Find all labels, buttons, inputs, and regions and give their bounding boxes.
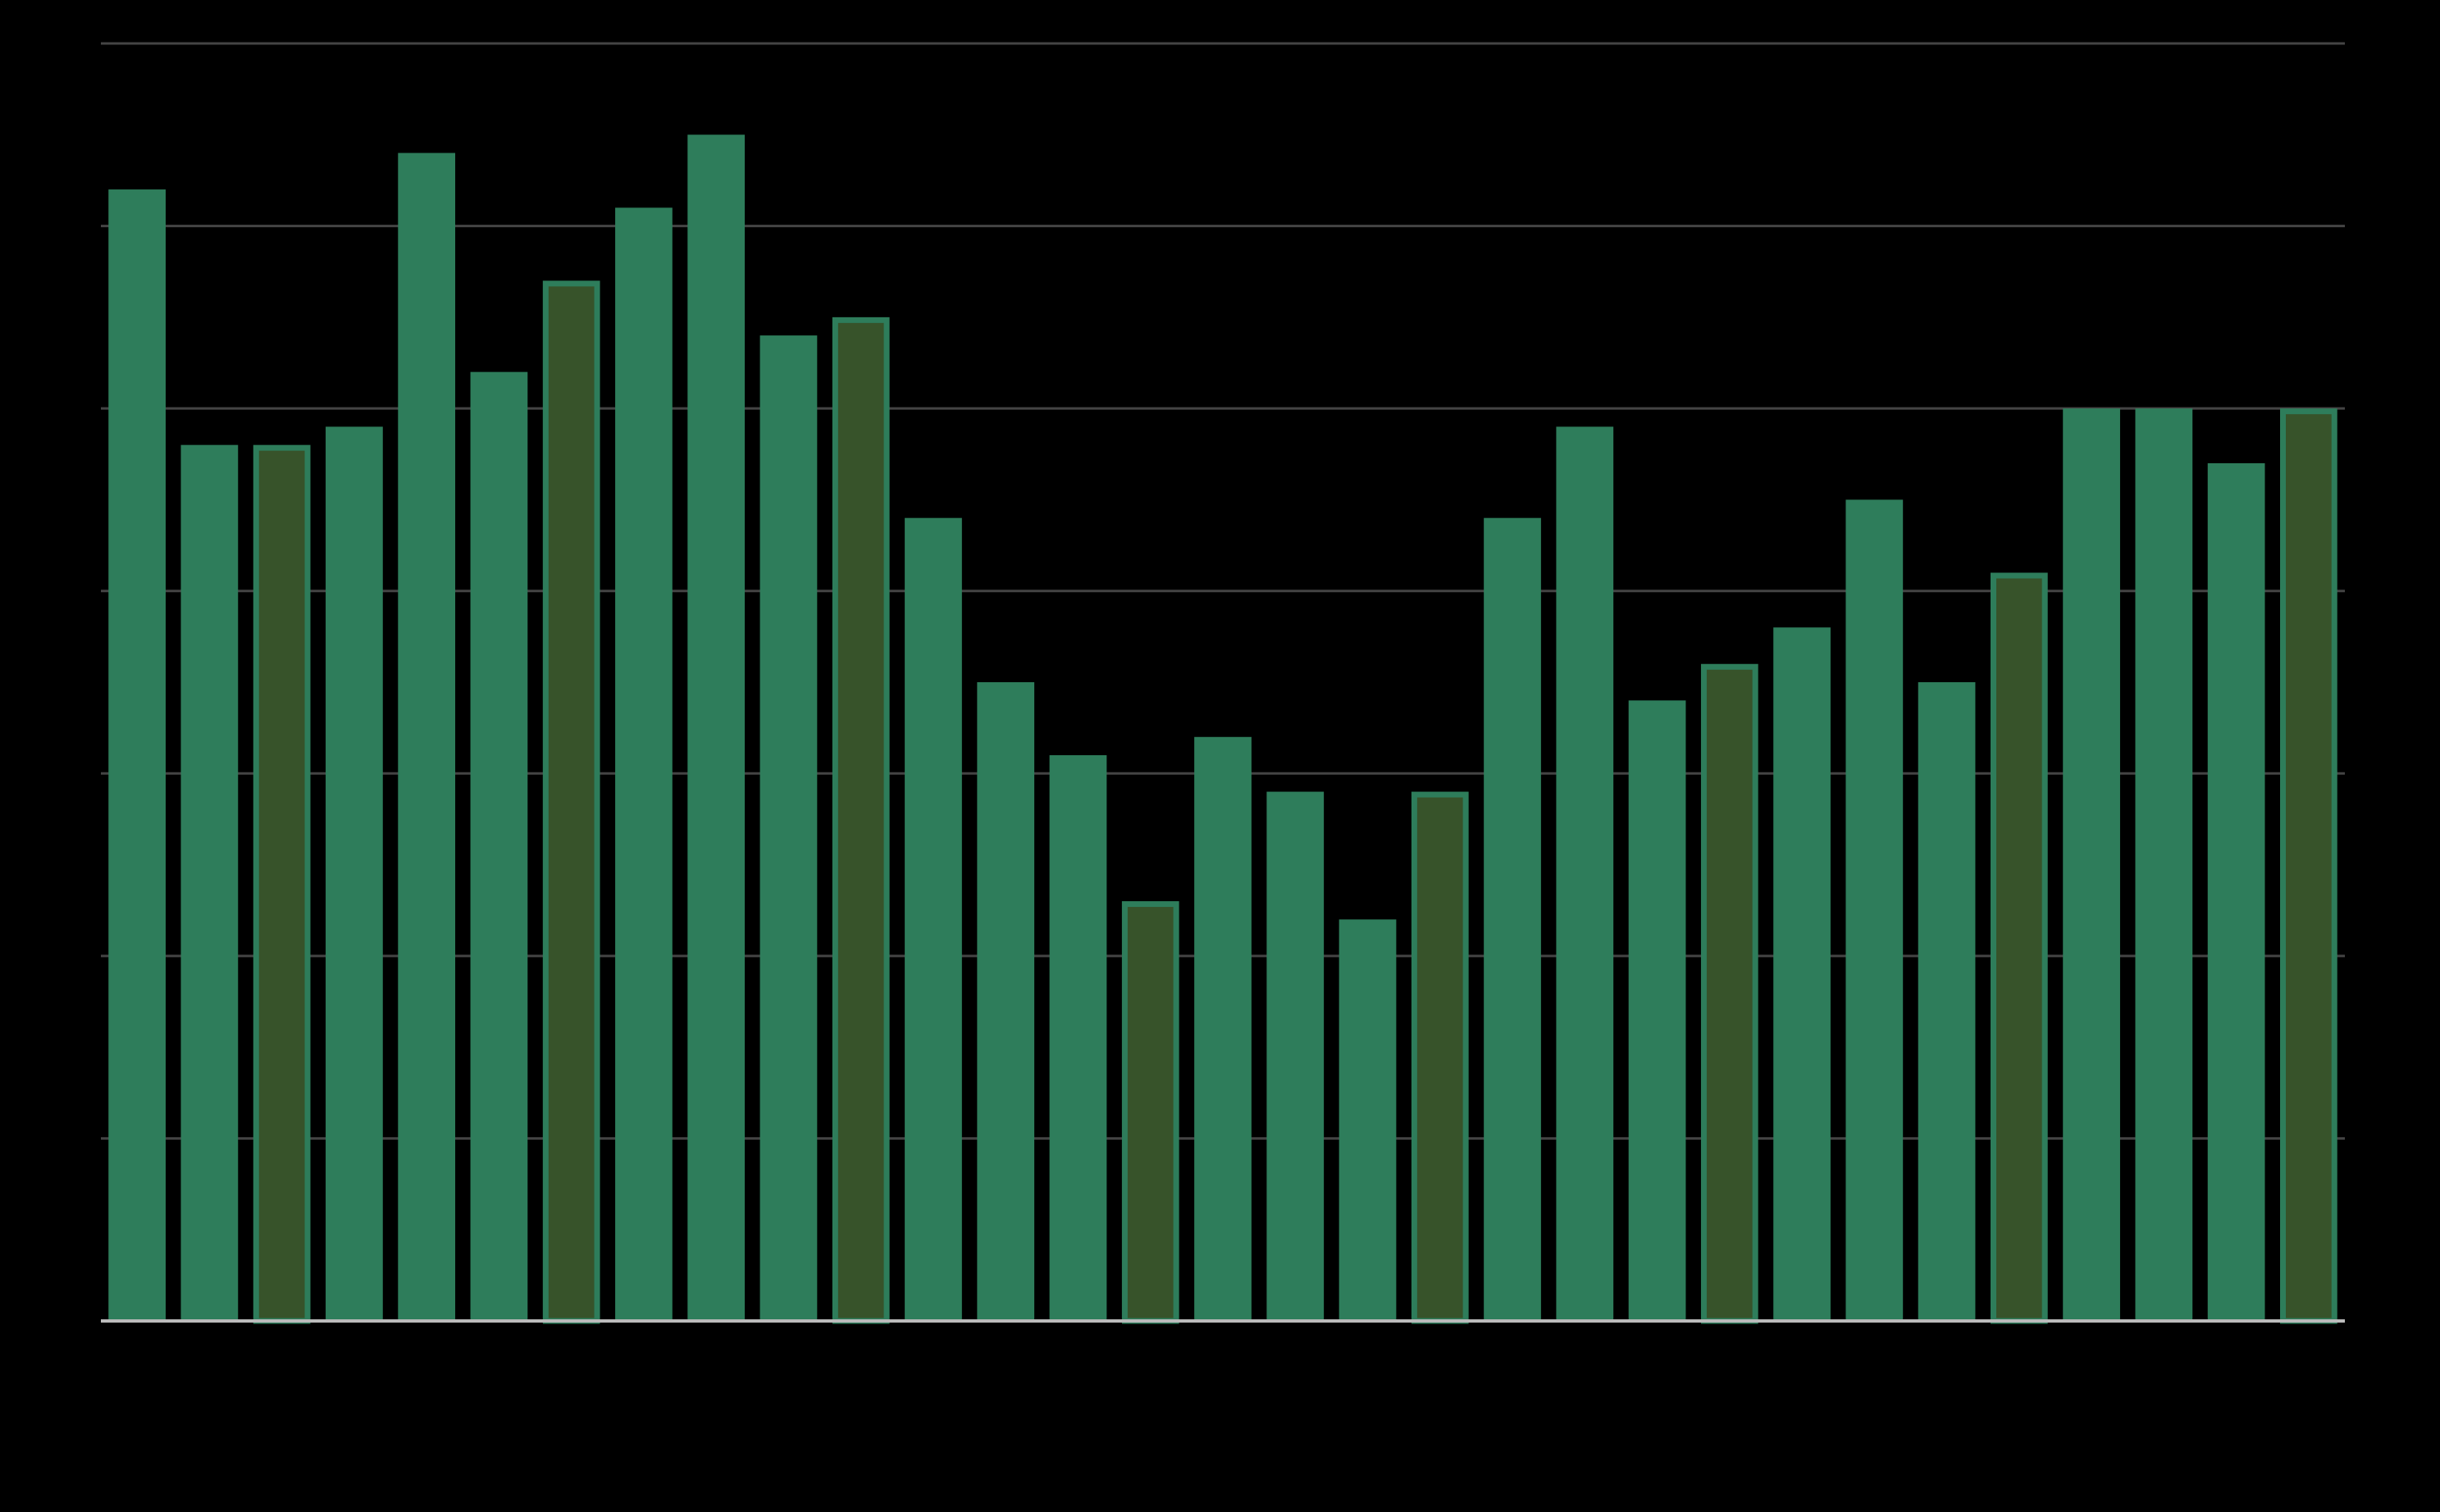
bar: [2135, 408, 2193, 1322]
bar: [1339, 919, 1397, 1321]
bar: [1700, 663, 1758, 1324]
bar: [1773, 627, 1831, 1321]
bar: [326, 426, 383, 1321]
bar: [180, 444, 239, 1321]
bar: [1556, 426, 1614, 1321]
bar: [470, 371, 528, 1322]
bar: [1121, 901, 1179, 1324]
bar: [2063, 408, 2120, 1322]
bar: [832, 317, 890, 1324]
bar: [1990, 572, 2048, 1324]
bar: [687, 134, 746, 1321]
bar: [1266, 791, 1325, 1321]
bar: [615, 207, 673, 1321]
bar: [1918, 682, 1976, 1321]
bar: [2207, 462, 2265, 1321]
bar: [1411, 791, 1469, 1324]
bar: [1484, 517, 1541, 1321]
bar: [759, 335, 818, 1322]
bar: [977, 682, 1035, 1321]
bar: [108, 189, 166, 1322]
bar: [1194, 736, 1252, 1321]
bar: [905, 517, 962, 1321]
bar: [253, 444, 311, 1324]
bar: [1049, 755, 1107, 1321]
bar: [398, 153, 456, 1322]
bar: [542, 280, 600, 1324]
bar: [1845, 499, 1904, 1321]
bar: [2280, 408, 2337, 1324]
bar: [1628, 700, 1686, 1321]
